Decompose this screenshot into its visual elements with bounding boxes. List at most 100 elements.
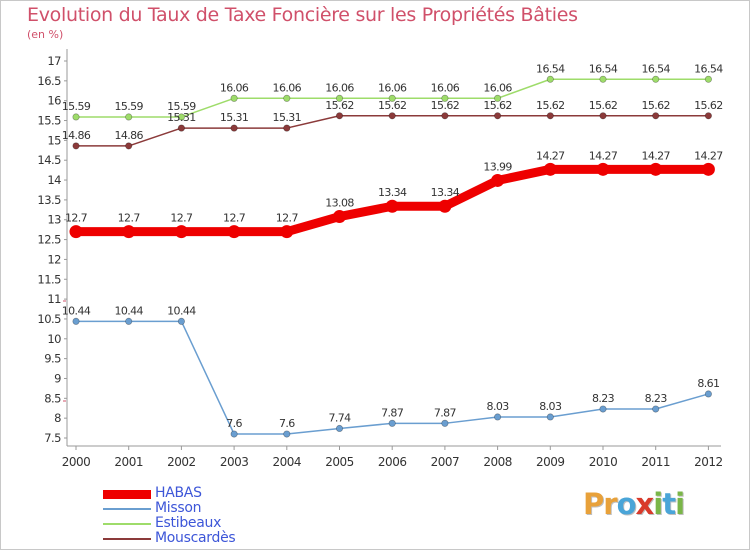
x-tick-label: 2011 [641, 455, 670, 469]
y-tick-label: 9 [54, 371, 61, 385]
data-label-estibeaux: 16.06 [483, 81, 512, 94]
data-point-habas [69, 225, 83, 239]
x-tick-label: 2001 [114, 455, 143, 469]
data-point-estibeaux [177, 113, 185, 121]
data-label-habas: 12.7 [223, 212, 246, 225]
data-label-mouscard-s: 15.31 [273, 111, 302, 124]
data-label-mouscard-s: 14.86 [62, 129, 91, 142]
legend-label-habas: HABAS [155, 485, 202, 501]
data-point-habas [333, 210, 346, 224]
data-label-habas: 13.34 [378, 186, 407, 199]
y-tick-label: 15 [47, 133, 61, 147]
legend-label-mouscard-s: Mouscardès [155, 530, 236, 546]
data-point-habas [596, 162, 610, 176]
data-point-habas [543, 162, 557, 176]
y-tick-label: 16.5 [37, 74, 61, 88]
data-point-mouscard-s [177, 124, 185, 132]
data-point-misson [72, 317, 80, 325]
legend-label-misson: Misson [155, 500, 202, 516]
data-label-misson: 8.23 [645, 392, 668, 405]
data-point-misson [230, 430, 238, 438]
data-point-estibeaux [704, 75, 712, 83]
data-label-mouscard-s: 15.62 [325, 99, 354, 112]
y-tick-label: 8 [54, 411, 61, 425]
data-point-estibeaux [388, 94, 396, 102]
data-label-habas: 12.7 [65, 212, 88, 225]
data-label-estibeaux: 15.59 [167, 100, 196, 113]
data-label-mouscard-s: 15.62 [589, 99, 618, 112]
data-label-misson: 8.03 [487, 400, 510, 413]
legend-swatch-mouscard-s [103, 538, 151, 540]
data-point-misson [494, 413, 502, 421]
data-point-estibeaux [230, 94, 238, 102]
y-tick-label: 12.5 [37, 233, 61, 247]
data-label-misson: 10.44 [62, 304, 91, 317]
x-tick-label: 2003 [220, 455, 249, 469]
data-point-mouscard-s [125, 142, 133, 150]
data-point-estibeaux [652, 75, 660, 83]
x-tick-label: 2002 [167, 455, 196, 469]
y-tick-label: 17 [47, 54, 61, 68]
data-label-misson: 7.87 [381, 406, 404, 419]
data-point-mouscard-s [230, 124, 238, 132]
legend-swatch-estibeaux [103, 523, 151, 525]
legend-swatch-misson [103, 508, 151, 510]
data-label-habas: 13.34 [431, 186, 460, 199]
data-point-estibeaux [335, 94, 344, 102]
data-label-estibeaux: 16.06 [220, 81, 249, 94]
data-label-estibeaux: 16.54 [536, 62, 565, 75]
x-tick-label: 2008 [483, 455, 512, 469]
data-label-misson: 7.6 [226, 417, 242, 430]
data-point-misson [704, 390, 712, 398]
x-tick-label: 2006 [378, 455, 407, 469]
data-label-habas: 14.27 [589, 149, 618, 162]
data-point-estibeaux [441, 94, 449, 102]
data-point-habas [280, 225, 294, 239]
data-point-misson [283, 430, 291, 438]
data-label-mouscard-s: 15.31 [167, 111, 196, 124]
data-label-estibeaux: 16.54 [694, 62, 723, 75]
data-point-habas [227, 225, 241, 239]
x-tick-label: 2005 [325, 455, 354, 469]
data-point-mouscard-s [652, 112, 660, 120]
y-tick-label: 15.5 [37, 114, 61, 128]
y-tick-label: 16 [47, 94, 61, 108]
data-label-estibeaux: 15.59 [62, 100, 91, 113]
data-point-estibeaux [283, 94, 291, 102]
data-point-estibeaux [546, 75, 554, 83]
data-point-mouscard-s [704, 112, 712, 120]
data-point-misson [335, 424, 344, 433]
y-tick-label: 11.5 [37, 272, 61, 286]
data-label-misson: 8.03 [539, 400, 562, 413]
data-label-mouscard-s: 15.31 [220, 111, 249, 124]
data-label-mouscard-s: 14.86 [114, 129, 143, 142]
data-point-habas [701, 162, 715, 176]
y-tick-label: 13.5 [37, 193, 61, 207]
data-point-estibeaux [494, 94, 502, 102]
data-point-misson [441, 419, 449, 427]
chart-title: Evolution du Taux de Taxe Foncière sur l… [27, 4, 578, 26]
data-point-misson [177, 317, 185, 325]
data-point-misson [546, 413, 554, 421]
data-label-mouscard-s: 15.62 [641, 99, 670, 112]
y-tick-label: 8.5 [44, 391, 61, 405]
data-point-habas [122, 225, 136, 239]
data-point-habas [174, 225, 188, 239]
data-point-mouscard-s [283, 124, 291, 132]
y-tick-label: 11 [47, 292, 61, 306]
data-label-mouscard-s: 15.62 [483, 99, 512, 112]
y-tick-label: 10 [47, 332, 61, 346]
y-tick-label: 14 [47, 173, 61, 187]
x-tick-label: 2010 [589, 455, 618, 469]
x-tick-label: 2012 [694, 455, 723, 469]
data-label-misson: 10.44 [114, 304, 143, 317]
data-point-estibeaux [125, 113, 133, 121]
data-label-estibeaux: 16.06 [378, 81, 407, 94]
data-label-habas: 13.99 [483, 160, 512, 173]
data-point-mouscard-s [335, 112, 344, 120]
data-point-estibeaux [599, 75, 607, 83]
data-point-mouscard-s [599, 112, 607, 120]
data-point-habas [649, 162, 663, 176]
